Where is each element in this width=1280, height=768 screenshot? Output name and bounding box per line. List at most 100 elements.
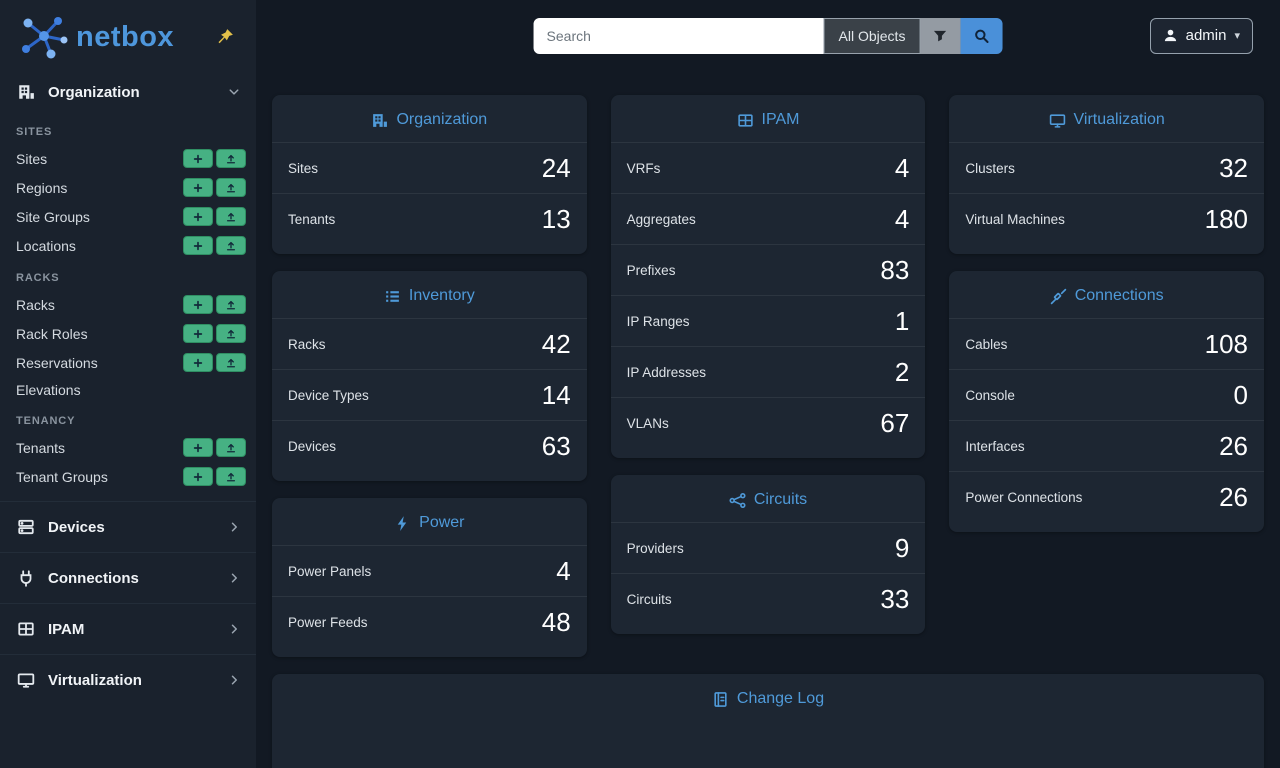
stat-row-circuits[interactable]: Circuits 33 [610,573,926,624]
sidebar-item-site-groups: Site Groups [0,202,256,231]
stat-row-clusters[interactable]: Clusters 32 [949,142,1265,193]
add-button[interactable] [183,438,213,457]
sidebar-link-reservations[interactable]: Reservations [16,354,98,371]
stat-row-ip-addresses[interactable]: IP Addresses 2 [610,346,926,397]
dashboard-column-3: Virtualization Clusters 32 Virtual Machi… [949,95,1265,657]
sidebar-link-regions[interactable]: Regions [16,179,68,196]
plus-icon [193,212,203,221]
card-header[interactable]: Circuits [611,475,926,522]
stat-row-power-feeds[interactable]: Power Feeds 48 [272,596,587,647]
stat-label: Devices [288,438,337,454]
add-button[interactable] [183,295,213,314]
search-input[interactable] [533,17,824,54]
sidebar-link-tenant-groups[interactable]: Tenant Groups [16,468,108,485]
stat-row-ip-ranges[interactable]: IP Ranges 1 [610,295,926,346]
add-button[interactable] [183,467,213,486]
changelog-section: Change Log [256,657,1280,768]
card-title: Inventory [408,287,475,304]
stat-label: VLANs [626,415,669,431]
stat-row-tenants[interactable]: Tenants 13 [272,193,587,244]
filter-button[interactable] [920,17,961,54]
sidebar-menu-virtualization[interactable]: Virtualization [0,654,256,705]
card-header[interactable]: Organization [272,95,587,142]
import-button[interactable] [216,149,246,168]
import-button[interactable] [216,207,246,226]
stat-row-console[interactable]: Console 0 [949,369,1265,420]
sidebar-link-locations[interactable]: Locations [16,237,76,254]
stat-row-prefixes[interactable]: Prefixes 83 [610,244,926,295]
stat-row-power-connections[interactable]: Power Connections 26 [949,471,1265,522]
sidebar-link-elevations[interactable]: Elevations [16,382,81,398]
sidebar-link-rack-roles[interactable]: Rack Roles [16,325,88,342]
stat-row-devices[interactable]: Devices 63 [272,420,587,471]
sidebar-link-racks[interactable]: Racks [16,296,55,313]
sidebar-link-site-groups[interactable]: Site Groups [16,208,90,225]
stat-value: 4 [894,204,910,234]
card-header[interactable]: IPAM [611,95,926,142]
stat-row-virtual-machines[interactable]: Virtual Machines 180 [949,193,1265,244]
book-edit-icon [714,691,727,707]
cable-icon [1050,288,1066,304]
import-button[interactable] [216,178,246,197]
import-button[interactable] [216,353,246,372]
add-button[interactable] [183,236,213,255]
card-header[interactable]: Change Log [272,674,1264,721]
stat-label: VRFs [626,160,661,176]
stat-value: 26 [1219,431,1249,461]
add-button[interactable] [183,324,213,343]
grid-icon [737,113,753,127]
stat-label: Power Feeds [288,614,368,630]
sidebar-menu-organization[interactable]: Organization [0,70,256,114]
stat-row-interfaces[interactable]: Interfaces 26 [949,420,1265,471]
stat-label: Power Connections [965,489,1083,505]
search-button[interactable] [960,17,1003,54]
card-header[interactable]: Power [272,498,587,545]
sidebar-menu-ipam[interactable]: IPAM [0,603,256,654]
user-menu-button[interactable]: admin ▾ [1149,17,1253,54]
card-header[interactable]: Inventory [272,271,587,318]
stat-row-power-panels[interactable]: Power Panels 4 [272,545,587,596]
sidebar-link-tenants[interactable]: Tenants [16,439,66,456]
stat-row-providers[interactable]: Providers 9 [610,522,926,573]
share-nodes-icon [729,492,746,508]
topbar: All Objects admin ▾ [256,0,1280,71]
sidebar-item-racks: Racks [0,290,256,319]
sidebar-menu-devices[interactable]: Devices [0,501,256,552]
import-button[interactable] [216,236,246,255]
sidebar: netbox Organization SITES [0,0,256,768]
stat-row-sites[interactable]: Sites 24 [272,142,587,193]
stat-value: 13 [541,204,571,234]
import-button[interactable] [216,467,246,486]
plus-icon [193,358,203,367]
import-button[interactable] [216,295,246,314]
add-button[interactable] [183,149,213,168]
add-button[interactable] [183,207,213,226]
card-header[interactable]: Virtualization [949,95,1264,142]
sidebar-item-sites: Sites [0,144,256,173]
stat-row-vrfs[interactable]: VRFs 4 [610,142,926,193]
import-button[interactable] [216,324,246,343]
sidebar-header: netbox [0,0,256,70]
add-button[interactable] [183,178,213,197]
pin-button[interactable] [214,26,236,48]
add-button[interactable] [183,353,213,372]
stat-row-racks[interactable]: Racks 42 [272,318,587,369]
list-icon [386,290,399,302]
plus-icon [193,154,203,163]
stat-row-device-types[interactable]: Device Types 14 [272,369,587,420]
object-type-button[interactable]: All Objects [823,17,921,54]
sidebar-menu-connections[interactable]: Connections [0,552,256,603]
import-button[interactable] [216,438,246,457]
stat-row-aggregates[interactable]: Aggregates 4 [610,193,926,244]
sidebar-link-sites[interactable]: Sites [16,150,48,167]
netbox-logo[interactable]: netbox [18,14,174,60]
stat-value: 42 [541,329,571,359]
stat-row-cables[interactable]: Cables 108 [949,318,1265,369]
stat-label: Tenants [288,211,336,227]
card-header[interactable]: Connections [949,271,1264,318]
stat-row-vlans[interactable]: VLANs 67 [610,397,926,448]
stat-label: Providers [626,540,684,556]
stat-value: 63 [541,431,571,461]
chevron-right-icon [231,522,237,532]
upload-icon [226,212,236,221]
